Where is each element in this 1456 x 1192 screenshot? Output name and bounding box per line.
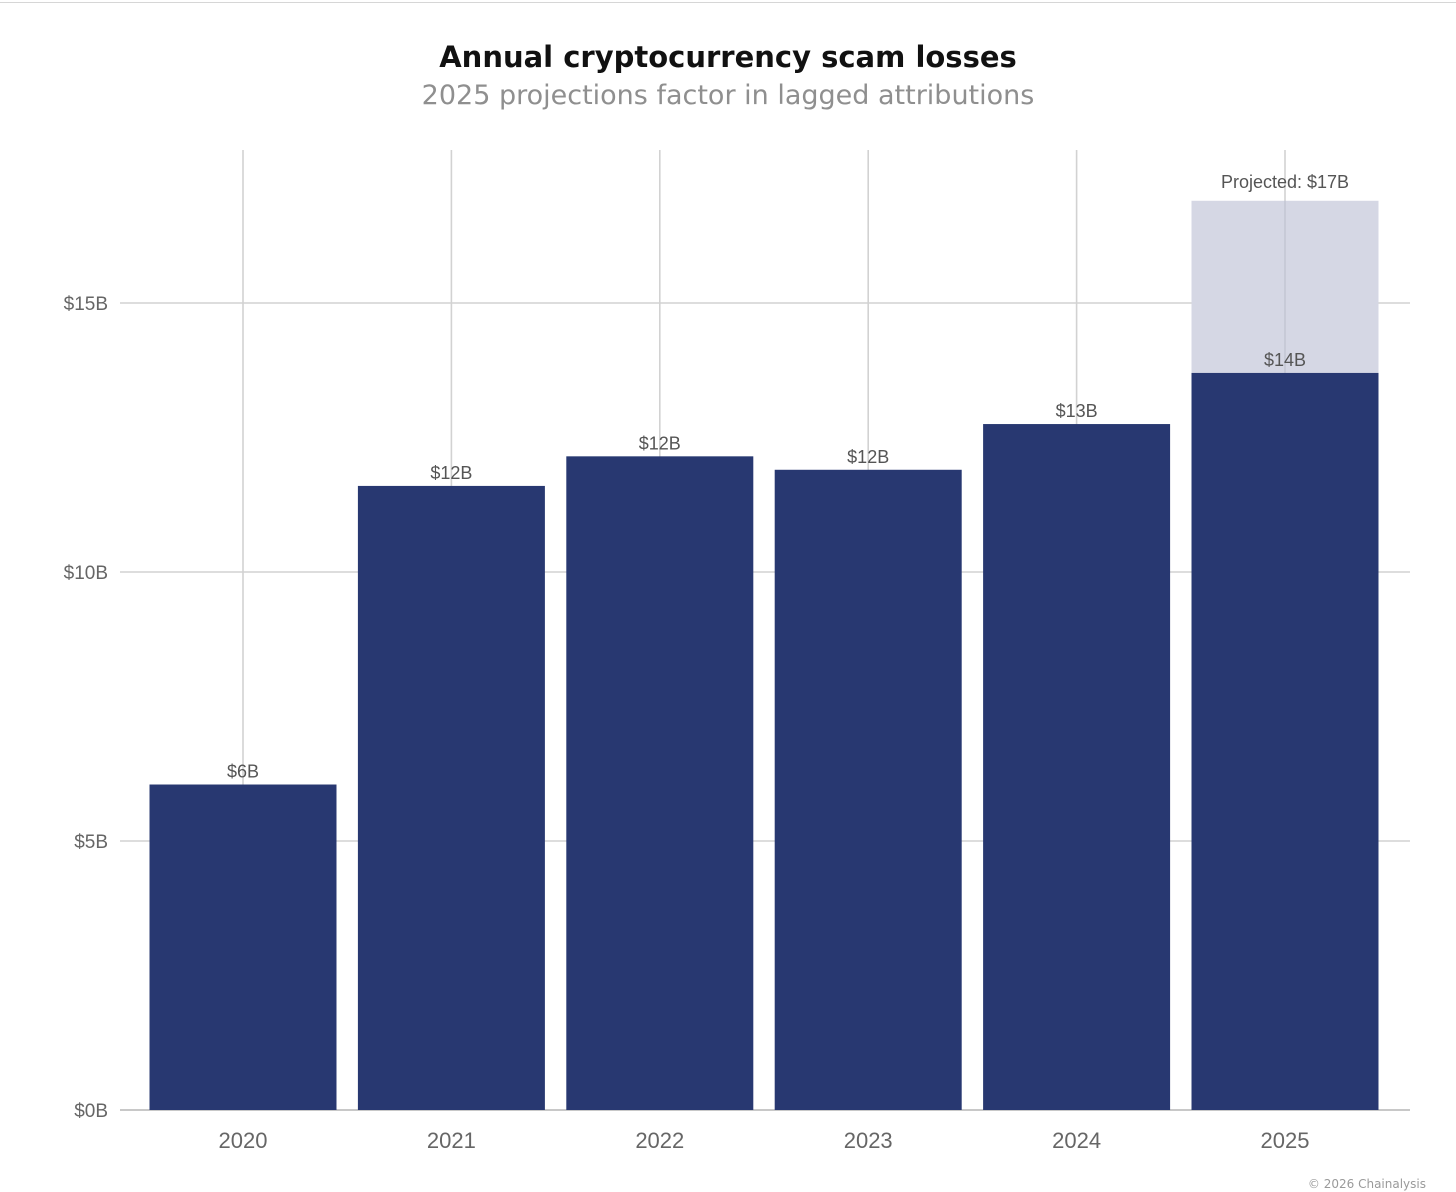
bar-value-label: $6B bbox=[227, 762, 259, 782]
copyright-credit: © 2026 Chainalysis bbox=[1307, 1177, 1426, 1191]
bar-2021 bbox=[357, 485, 545, 1110]
y-tick-label: $15B bbox=[64, 294, 108, 315]
bar-2023 bbox=[774, 469, 962, 1110]
y-tick-label: $10B bbox=[64, 563, 108, 584]
y-tick-label: $0B bbox=[74, 1101, 108, 1122]
bar-2020 bbox=[149, 784, 337, 1110]
bar-value-label: $12B bbox=[430, 463, 472, 483]
x-tick-label: 2024 bbox=[1052, 1128, 1101, 1153]
bar-value-label: $14B bbox=[1264, 350, 1306, 370]
x-tick-label: 2023 bbox=[844, 1128, 893, 1153]
bar-value-label: $12B bbox=[639, 433, 681, 453]
x-tick-label: 2022 bbox=[635, 1128, 684, 1153]
top-divider bbox=[0, 2, 1456, 3]
bar-2025 bbox=[1191, 372, 1379, 1110]
x-tick-label: 2025 bbox=[1261, 1128, 1310, 1153]
x-tick-label: 2020 bbox=[219, 1128, 268, 1153]
bar-value-label: $12B bbox=[847, 447, 889, 467]
bar-value-label: $13B bbox=[1056, 401, 1098, 421]
x-tick-label: 2021 bbox=[427, 1128, 476, 1153]
bar-2022 bbox=[566, 456, 754, 1111]
chart-subtitle: 2025 projections factor in lagged attrib… bbox=[421, 80, 1035, 111]
projected-value-label: Projected: $17B bbox=[1221, 172, 1349, 192]
bar-2024 bbox=[983, 424, 1171, 1110]
chart-title: Annual cryptocurrency scam losses bbox=[439, 40, 1017, 74]
y-tick-label: $5B bbox=[74, 832, 108, 853]
